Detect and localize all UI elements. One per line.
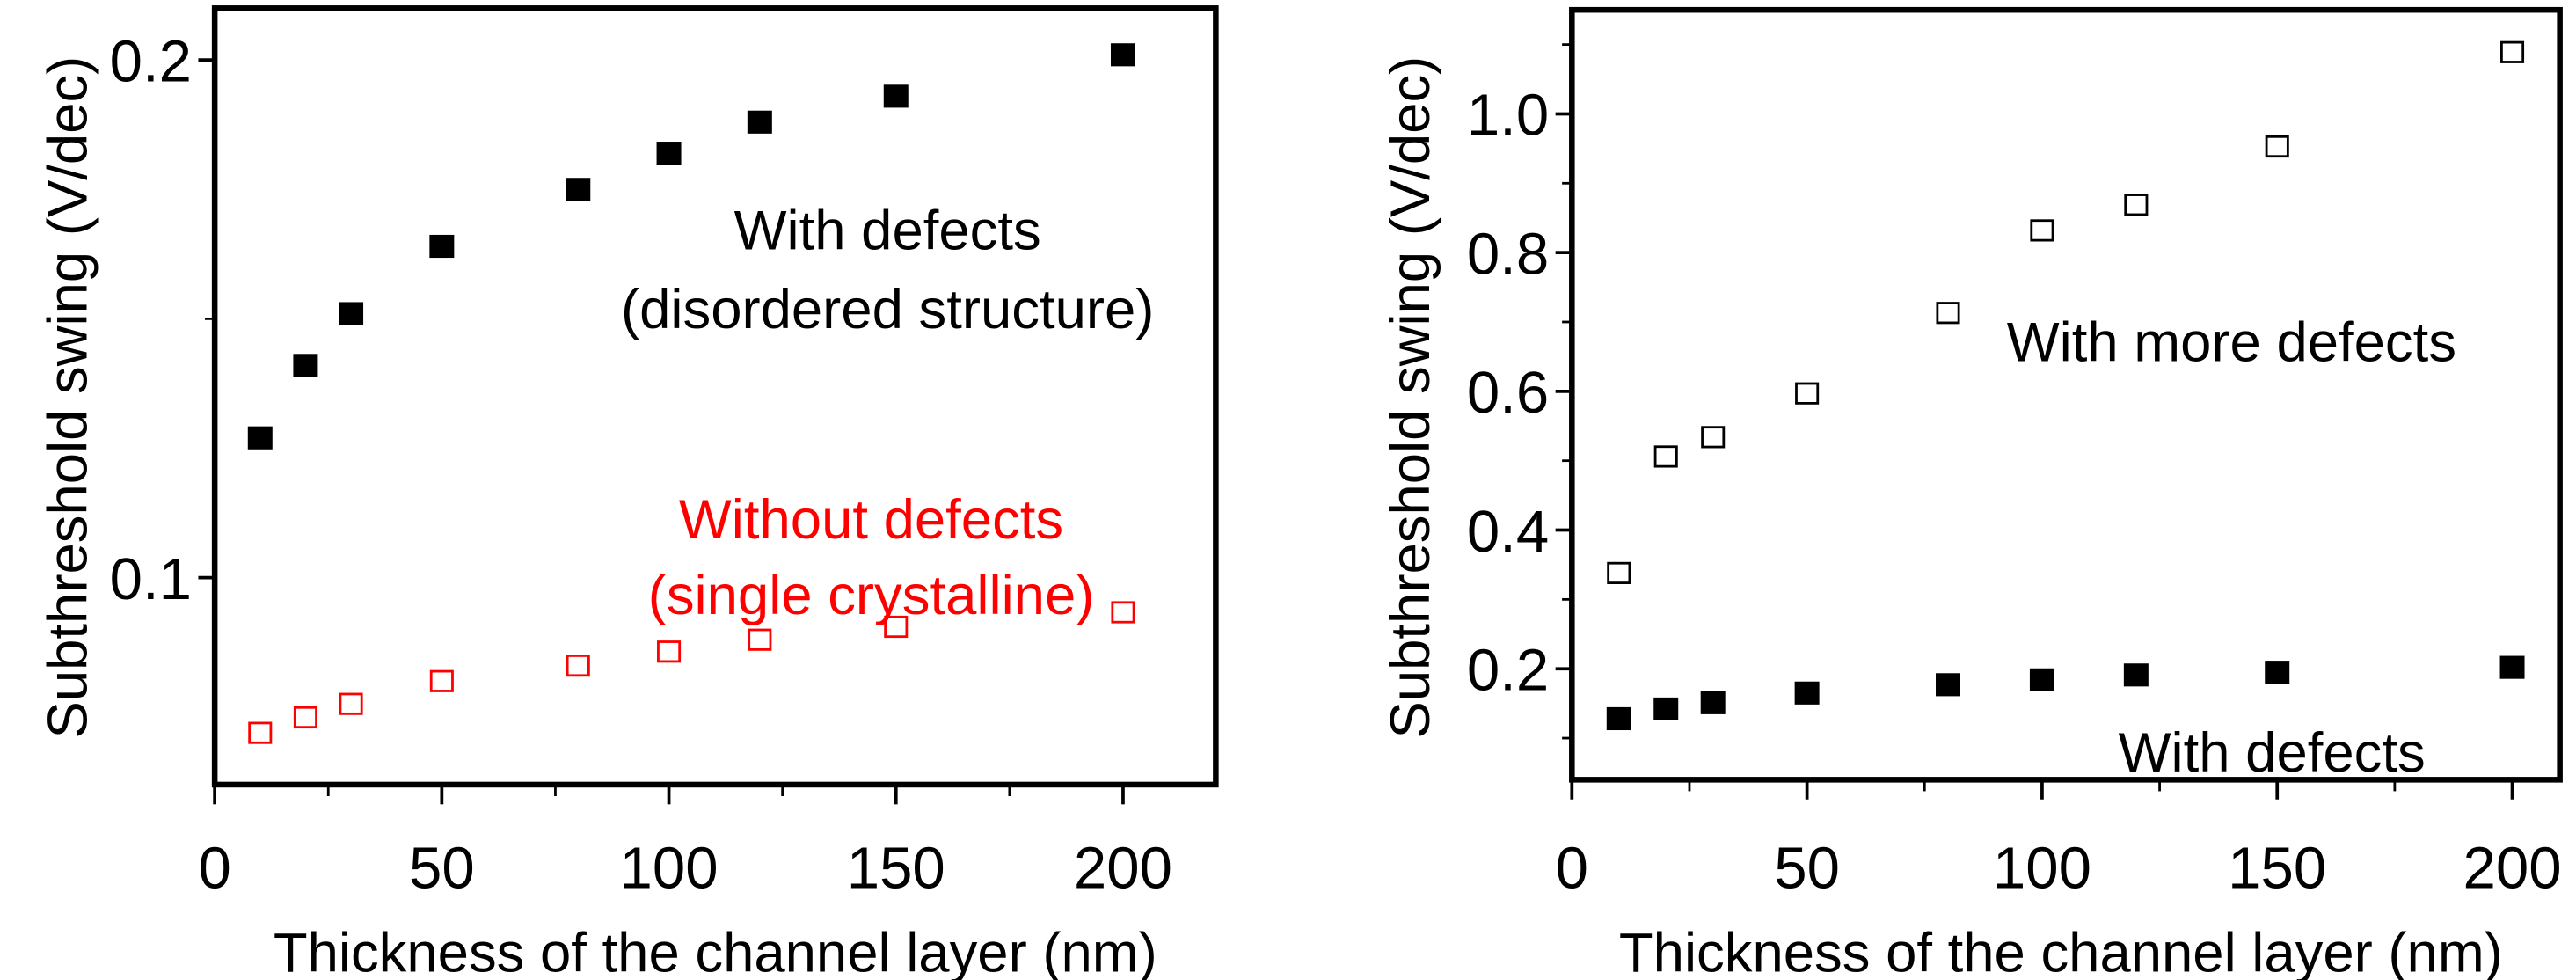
data-point-filled-square: [247, 426, 273, 450]
x-tick-label: 0: [1556, 836, 1588, 902]
y-axis-title: Subthreshold swing (V/dec): [1380, 56, 1441, 739]
x-tick-label: 0: [198, 836, 230, 902]
series-2: [248, 601, 1135, 744]
data-point-filled-square: [429, 234, 455, 259]
y-tick-label: 1.0: [1467, 83, 1549, 149]
annotation-label: With more defects: [2007, 312, 2456, 374]
x-axis-title: Thickness of the channel layer (nm): [274, 923, 1157, 980]
annotation-label: (single crystalline): [648, 565, 1095, 626]
data-point-filled-square: [1794, 681, 1820, 705]
series-2: [1606, 655, 2525, 731]
data-point-open-square: [2500, 40, 2525, 63]
data-point-filled-square: [293, 354, 318, 377]
data-point-open-square: [1111, 601, 1135, 624]
plot-frame: [1569, 6, 2563, 783]
y-tick-label: 0.8: [1467, 221, 1549, 287]
data-point-open-square: [1936, 302, 1960, 325]
annotation-label: (disordered structure): [621, 279, 1154, 340]
y-tick-label: 0.1: [110, 546, 192, 612]
data-point-open-square: [293, 706, 317, 729]
data-point-filled-square: [2499, 655, 2525, 679]
y-axis-title: Subthreshold swing (V/dec): [38, 56, 99, 739]
series-1: [247, 43, 1135, 450]
data-point-open-square: [1607, 561, 1631, 584]
annotation-label: With defects: [734, 201, 1041, 262]
y-tick-label: 0.4: [1467, 499, 1549, 565]
panel-1: 0 50 100 150 200 0.1 0.2 Thickness of the chann…: [38, 5, 1219, 980]
data-point-filled-square: [747, 110, 772, 134]
data-point-open-square: [1653, 445, 1678, 468]
data-point-open-square: [748, 628, 772, 651]
data-point-filled-square: [1936, 673, 1960, 697]
data-point-filled-square: [1653, 697, 1679, 720]
x-tick-label: 100: [620, 836, 719, 902]
data-point-open-square: [884, 615, 909, 639]
panel-2: 0 50 100 150 200 0.2 0.4 0.6 0.8 1.0 Thickness of …: [1380, 6, 2563, 980]
y-tick-label: 0.2: [1467, 637, 1549, 703]
x-tick-label: 50: [1774, 836, 1840, 902]
data-point-open-square: [2124, 194, 2149, 216]
x-tick-label: 50: [409, 836, 475, 902]
data-point-open-square: [657, 640, 682, 663]
series-1: [1607, 40, 2525, 584]
data-point-filled-square: [1606, 706, 1631, 731]
data-point-filled-square: [2265, 661, 2290, 684]
x-tick-label: 100: [1993, 836, 2091, 902]
data-point-open-square: [1701, 426, 1726, 449]
y-tick-label: 0.2: [110, 28, 192, 94]
x-tick-label: 200: [2463, 836, 2562, 902]
data-point-filled-square: [2123, 663, 2149, 687]
annotation-label: With defects: [2119, 722, 2426, 784]
data-point-open-square: [2265, 135, 2289, 158]
data-point-open-square: [2030, 219, 2054, 242]
x-tick-label: 150: [847, 836, 945, 902]
data-point-open-square: [1795, 382, 1820, 405]
data-point-filled-square: [339, 302, 364, 325]
data-point-filled-square: [566, 178, 591, 201]
plot-frame: [211, 5, 1219, 788]
data-point-filled-square: [656, 142, 682, 165]
data-point-open-square: [339, 692, 363, 715]
x-tick-label: 150: [2228, 836, 2326, 902]
data-point-open-square: [566, 655, 590, 677]
y-tick-label: 0.6: [1467, 360, 1549, 426]
annotation-label: Without defects: [679, 489, 1063, 551]
data-point-open-square: [248, 721, 273, 744]
data-point-open-square: [429, 669, 454, 692]
data-point-filled-square: [883, 84, 909, 108]
data-point-filled-square: [1110, 43, 1135, 67]
data-point-filled-square: [1700, 691, 1726, 714]
data-point-filled-square: [2029, 668, 2054, 691]
x-axis-title: Thickness of the channel layer (nm): [1619, 923, 2503, 980]
x-tick-label: 200: [1074, 836, 1172, 902]
